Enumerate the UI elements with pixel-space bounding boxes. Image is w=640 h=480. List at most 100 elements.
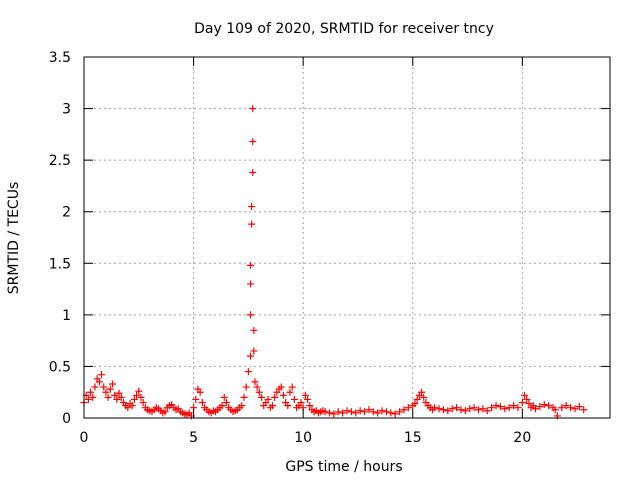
data-point xyxy=(361,408,369,416)
data-point xyxy=(244,368,252,376)
data-point xyxy=(325,409,333,417)
data-point xyxy=(540,401,548,409)
data-point xyxy=(339,409,347,417)
data-point xyxy=(391,410,399,418)
data-point xyxy=(133,391,141,399)
data-point xyxy=(297,399,305,407)
data-point xyxy=(87,388,95,396)
data-point xyxy=(247,280,255,288)
data-point xyxy=(461,407,469,415)
data-point xyxy=(387,409,395,417)
plot-frame xyxy=(83,56,611,419)
data-point xyxy=(558,404,566,412)
data-point xyxy=(115,389,123,397)
data-point xyxy=(306,402,314,410)
data-point xyxy=(525,400,533,408)
y-tick-label: 3.5 xyxy=(49,50,71,66)
data-point xyxy=(249,169,257,177)
data-point xyxy=(444,407,452,415)
data-point xyxy=(106,385,114,393)
data-point xyxy=(108,380,116,388)
data-point xyxy=(268,402,276,410)
data-point xyxy=(284,402,292,410)
data-point xyxy=(496,403,504,411)
data-point xyxy=(448,405,456,413)
x-tick-label: 5 xyxy=(189,430,198,446)
data-point xyxy=(453,404,461,412)
data-point xyxy=(523,395,531,403)
data-point xyxy=(139,399,147,407)
data-point xyxy=(479,405,487,413)
data-point xyxy=(130,395,138,403)
data-point xyxy=(580,406,588,414)
data-point xyxy=(91,383,99,391)
data-point xyxy=(102,388,110,396)
data-point xyxy=(304,395,312,403)
data-point xyxy=(242,383,250,391)
data-point xyxy=(571,405,579,413)
data-series xyxy=(80,105,588,420)
data-point xyxy=(117,393,125,401)
y-tick-label: 1.5 xyxy=(49,256,71,272)
data-point xyxy=(514,404,522,412)
data-point xyxy=(321,408,329,416)
data-point xyxy=(435,405,443,413)
x-tick-label: 20 xyxy=(513,430,531,446)
data-point xyxy=(365,406,373,414)
data-point xyxy=(396,408,404,416)
y-tick-label: 3 xyxy=(62,102,71,118)
data-point xyxy=(198,399,206,407)
data-point xyxy=(562,402,570,410)
data-point xyxy=(98,371,106,379)
data-point xyxy=(251,378,259,386)
data-point xyxy=(418,388,426,396)
data-point xyxy=(258,393,266,401)
chart-title: Day 109 of 2020, SRMTID for receiver tnc… xyxy=(194,21,494,37)
y-tick-label: 0.5 xyxy=(49,359,71,375)
data-point xyxy=(255,388,263,396)
data-point xyxy=(249,138,257,146)
data-point xyxy=(420,393,428,401)
data-point xyxy=(89,393,97,401)
data-point xyxy=(510,402,518,410)
data-point xyxy=(95,378,103,386)
axis-ticks: 0 0.5 1 1.5 2 2.5 3 3.5 0 5 10 15 20 xyxy=(49,50,610,446)
data-point xyxy=(264,395,272,403)
data-point xyxy=(271,393,279,401)
data-point xyxy=(253,383,261,391)
y-tick-label: 2.5 xyxy=(49,153,71,169)
data-point xyxy=(288,383,296,391)
data-point xyxy=(128,402,136,410)
data-point xyxy=(137,393,145,401)
data-point xyxy=(330,410,338,418)
data-point xyxy=(196,388,204,396)
data-point xyxy=(439,406,447,414)
data-point xyxy=(334,408,342,416)
data-point xyxy=(111,391,119,399)
data-point xyxy=(466,405,474,413)
data-point xyxy=(413,395,421,403)
data-point xyxy=(250,347,258,355)
x-tick-label: 0 xyxy=(80,430,89,446)
data-point xyxy=(505,404,513,412)
data-point xyxy=(369,408,377,416)
data-point xyxy=(551,406,559,414)
data-point xyxy=(124,404,132,412)
data-point xyxy=(567,404,575,412)
data-point xyxy=(135,387,143,395)
data-point xyxy=(84,395,92,403)
data-point xyxy=(104,393,112,401)
data-point xyxy=(411,400,419,408)
data-point xyxy=(352,409,360,417)
y-tick-label: 2 xyxy=(62,205,71,221)
data-point xyxy=(457,406,465,414)
data-point xyxy=(277,383,285,391)
data-point xyxy=(536,403,544,411)
data-point xyxy=(247,352,255,360)
data-point xyxy=(501,405,509,413)
data-point xyxy=(400,406,408,414)
data-point xyxy=(248,220,256,228)
data-point xyxy=(545,402,553,410)
